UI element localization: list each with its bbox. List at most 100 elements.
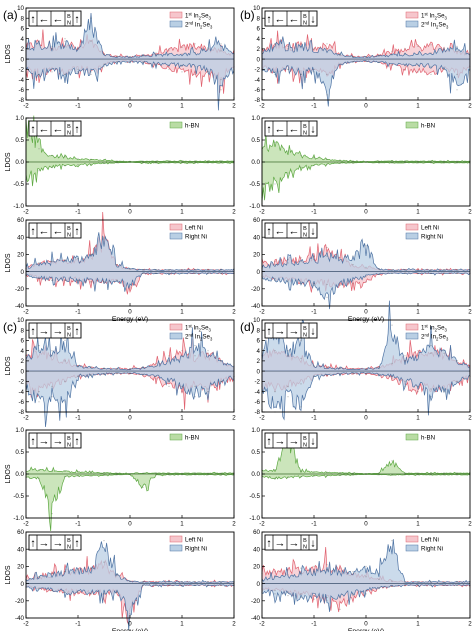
data-point	[378, 61, 380, 63]
left-ni-arrow-icon: ↑	[30, 226, 36, 238]
config-frame	[28, 534, 82, 551]
nitrogen-label: N	[67, 443, 71, 449]
data-point	[181, 581, 183, 583]
x-tick-label: -1	[75, 521, 81, 528]
data-point	[38, 401, 40, 403]
data-point	[300, 596, 302, 599]
x-tick-label: 2	[232, 103, 236, 110]
y-tick-label: 4	[257, 348, 261, 355]
data-point	[64, 571, 66, 573]
series-area	[25, 370, 235, 428]
in2se3-1-arrow-icon: ←	[39, 226, 50, 238]
data-point	[155, 160, 157, 162]
data-point	[142, 162, 144, 164]
data-point	[155, 272, 157, 274]
data-point	[326, 374, 328, 376]
series-area	[25, 161, 235, 187]
data-point	[352, 474, 354, 476]
in2se3-2-arrow-icon: →	[289, 436, 300, 448]
data-point	[456, 360, 458, 362]
y-tick-label: -20	[15, 598, 25, 605]
in2se3-1-arrow-icon: →	[39, 326, 50, 338]
data-point	[391, 324, 393, 326]
x-axis-label: Energy (eV)	[112, 316, 148, 323]
series-area	[25, 583, 235, 631]
data-point	[365, 593, 367, 595]
data-point	[287, 172, 289, 174]
in2se3-1-arrow-icon: →	[39, 436, 50, 448]
y-tick-label: 0.0	[251, 471, 260, 478]
in2se3-2-arrow-icon: ←	[53, 14, 64, 26]
data-point	[404, 48, 406, 50]
data-point	[155, 584, 157, 586]
magnetic-configuration-box: ↑ → → BN ↓	[264, 322, 318, 339]
data-point	[404, 64, 406, 66]
x-tick-label: 0	[128, 309, 132, 316]
data-point	[38, 40, 40, 42]
data-point	[300, 43, 302, 45]
y-tick-label: -20	[251, 286, 261, 293]
in2se3-1-arrow-icon: ←	[275, 14, 286, 26]
data-point	[274, 576, 276, 578]
in2se3-2-arrow-icon: ←	[53, 226, 64, 238]
data-point	[51, 355, 53, 357]
data-point	[220, 380, 222, 382]
left-ni-arrow-icon: ↑	[266, 436, 272, 448]
data-point	[404, 355, 406, 357]
data-point	[326, 43, 328, 45]
x-tick-label: -2	[259, 209, 265, 216]
data-point	[142, 272, 144, 274]
data-point	[194, 52, 196, 54]
data-point	[456, 162, 458, 164]
left-ni-arrow-icon: ↑	[266, 538, 272, 550]
data-point	[168, 272, 170, 274]
data-point	[194, 385, 196, 387]
data-point	[430, 388, 432, 390]
data-point	[38, 76, 40, 78]
x-tick-label: -2	[23, 415, 29, 422]
data-point	[404, 385, 406, 387]
data-point	[430, 162, 432, 164]
legend-swatch	[405, 232, 419, 240]
data-point	[207, 47, 209, 49]
data-point	[129, 60, 131, 62]
x-tick-label: -1	[311, 521, 317, 528]
series-area	[25, 327, 235, 372]
data-point	[287, 355, 289, 357]
data-point	[51, 572, 53, 574]
nitrogen-label: N	[67, 233, 71, 239]
y-tick-label: 10	[253, 317, 260, 324]
data-point	[339, 257, 341, 259]
x-tick-label: 2	[232, 309, 236, 316]
data-point	[168, 269, 170, 271]
data-point	[90, 374, 92, 376]
data-point	[456, 360, 458, 362]
data-point	[116, 61, 118, 63]
data-point	[365, 576, 367, 578]
data-point	[287, 385, 289, 387]
data-point	[77, 157, 79, 160]
magnetic-configuration-box: ↑ → → BN ↓	[264, 432, 318, 449]
data-point	[352, 61, 354, 63]
magnetic-configuration-box: ↑ ← ← BN ↓	[264, 222, 318, 239]
in2se3-1-arrow-icon: ←	[39, 14, 50, 26]
data-point	[181, 272, 183, 274]
data-point	[274, 279, 276, 281]
x-tick-label: 1	[416, 415, 420, 422]
x-tick-label: 2	[468, 209, 472, 216]
data-point	[51, 385, 53, 387]
y-tick-label: -4	[254, 77, 260, 84]
data-point	[313, 375, 315, 377]
right-ni-arrow-icon: ↓	[310, 226, 316, 238]
data-point	[168, 68, 170, 70]
data-point	[51, 71, 53, 73]
legend-swatch	[405, 332, 419, 340]
data-point	[207, 160, 209, 162]
data-point	[129, 368, 131, 370]
data-point	[129, 60, 131, 62]
data-point	[181, 472, 183, 474]
